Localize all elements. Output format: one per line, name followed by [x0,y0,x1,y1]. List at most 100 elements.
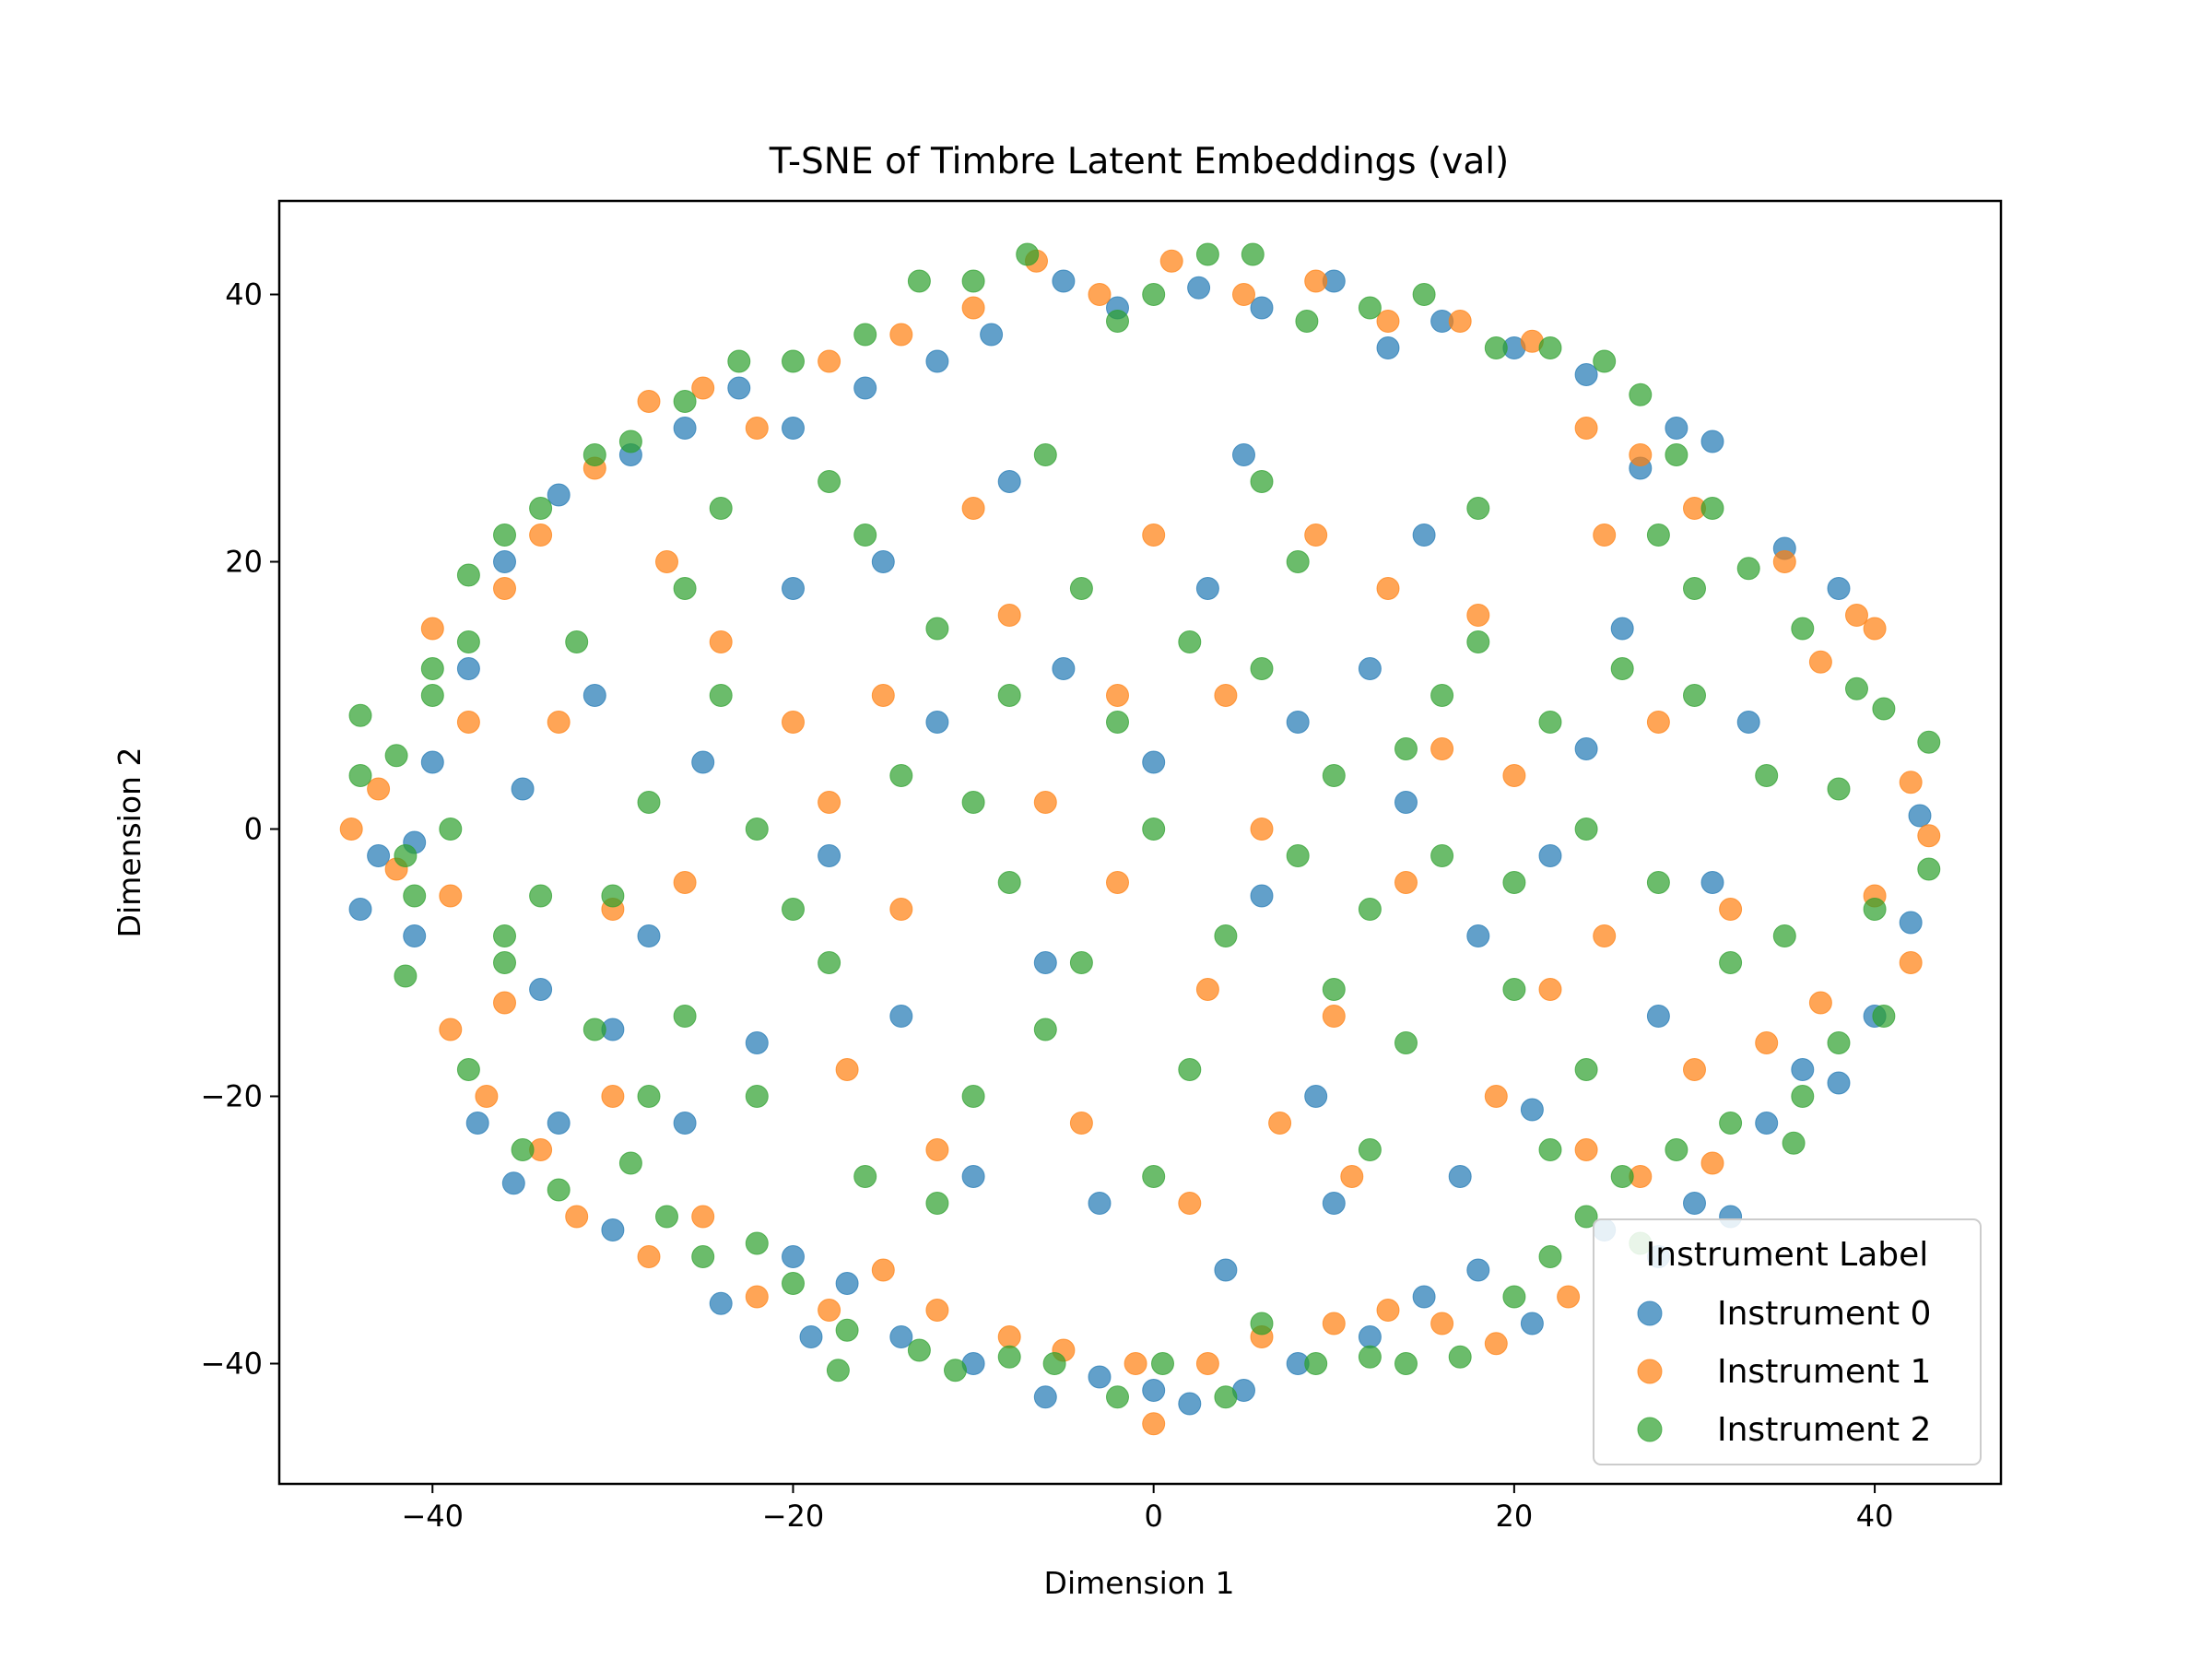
scatter-point [1195,978,1219,1001]
scatter-point [1683,684,1706,707]
scatter-point [1033,791,1057,814]
scatter-point [1538,1138,1562,1161]
x-axis: −40 −20 0 20 40 [401,1484,1893,1534]
scatter-point [1448,310,1472,333]
scatter-point [403,884,427,908]
scatter-point [1195,242,1219,266]
scatter-point [1412,524,1436,547]
scatter-point [1033,443,1057,466]
scatter-point [799,1325,823,1348]
legend-box [1593,1218,1982,1465]
scatter-point [456,1058,480,1081]
scatter-point [367,777,391,801]
scatter-point [1502,1285,1526,1309]
scatter-point [1538,1245,1562,1268]
scatter-point [1899,951,1923,974]
scatter-point [1304,1352,1328,1375]
scatter-point [1268,1112,1292,1135]
scatter-point [565,630,589,653]
scatter-point [1827,1071,1851,1095]
scatter-point [782,1272,805,1295]
scatter-point [997,1345,1021,1369]
scatter-point [1574,1138,1598,1161]
scatter-point [925,349,949,373]
scatter-point [1700,497,1724,520]
scatter-point [1502,871,1526,894]
scatter-point [1719,898,1743,921]
scatter-point [1412,1285,1436,1309]
scatter-point [745,1231,769,1255]
scatter-point [1088,1365,1112,1389]
scatter-point [673,417,697,440]
y-tick-label: −20 [200,1079,263,1114]
series-1 [339,249,1941,1436]
scatter-point [637,1085,661,1108]
scatter-point [709,497,733,520]
scatter-point [1782,1131,1806,1155]
scatter-point [339,818,363,841]
scatter-point [745,417,769,440]
scatter-point [493,951,516,974]
scatter-point [493,924,516,947]
scatter-point [1908,804,1932,828]
scatter-point [961,497,985,520]
scatter-point [1610,1165,1634,1188]
scatter-point [582,1018,606,1041]
scatter-point [1232,283,1255,306]
legend-title: Instrument Label [1646,1236,1929,1274]
scatter-point [1286,844,1310,867]
scatter-point [1899,771,1923,794]
scatter-point [1593,349,1617,373]
scatter-point [547,1178,571,1202]
scatter-point [1683,577,1706,600]
scatter-point [782,577,805,600]
scatter-point [907,269,931,293]
scatter-point [547,711,571,734]
scatter-point [673,1005,697,1028]
scatter-point [1214,1258,1238,1282]
scatter-point [1574,818,1598,841]
scatter-point [1448,1165,1472,1188]
scatter-point [1250,818,1274,841]
scatter-point [1106,871,1129,894]
scatter-point [1646,711,1670,734]
legend-entries: Instrument 0 Instrument 1 Instrument 2 [1637,1295,1931,1449]
scatter-point [673,577,697,600]
scatter-point [1250,657,1274,680]
scatter-point [1863,898,1887,921]
scatter-point [1322,978,1346,1001]
scatter-point [420,684,444,707]
scatter-point [1250,296,1274,320]
scatter-point [1430,1312,1454,1335]
scatter-point [925,1299,949,1322]
y-tick-label: 40 [225,277,263,312]
scatter-point [1358,1345,1382,1369]
scatter-point [456,563,480,587]
scatter-point [1042,1352,1066,1375]
scatter-point [1033,951,1057,974]
scatter-point [475,1085,499,1108]
scatter-point [1142,283,1166,306]
x-tick-label: −40 [401,1499,464,1534]
scatter-point [835,1272,859,1295]
scatter-point [1340,1165,1364,1188]
scatter-point [1178,1058,1202,1081]
scatter-point [1772,924,1796,947]
scatter-point [1178,1392,1202,1416]
scatter-point [1376,577,1400,600]
plot-frame [277,199,2003,1486]
scatter-point [782,417,805,440]
scatter-point [547,483,571,507]
scatter-point [997,871,1021,894]
scatter-point [1214,684,1238,707]
scatter-point [1033,1018,1057,1041]
scatter-point [1124,1352,1147,1375]
scatter-point [511,777,535,801]
scatter-point [727,349,751,373]
scatter-point [1917,730,1941,754]
scatter-point [601,1085,625,1108]
scatter-point [944,1359,967,1382]
scatter-point [1466,924,1490,947]
scatter-point [745,1285,769,1309]
scatter-point [582,443,606,466]
